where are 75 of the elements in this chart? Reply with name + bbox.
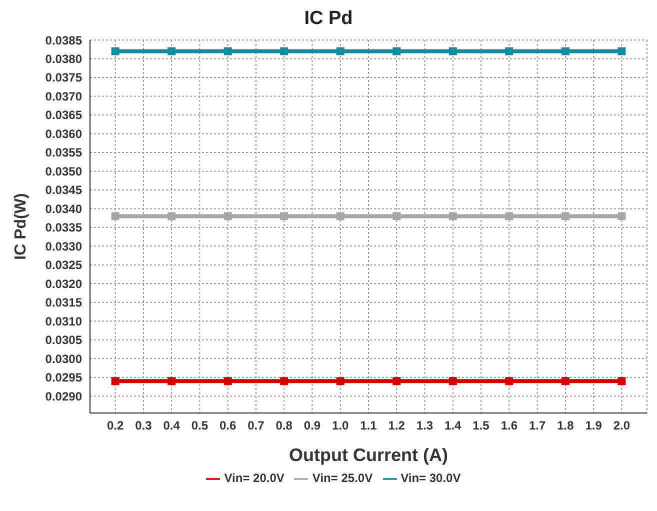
x-tick-label: 1.4 — [444, 418, 462, 433]
point — [280, 377, 288, 386]
x-tick-label: 1.1 — [360, 418, 378, 433]
chart-title: IC Pd — [303, 8, 354, 31]
point — [392, 47, 401, 56]
x-tick-label: 0.7 — [248, 418, 265, 433]
point — [224, 212, 232, 220]
point — [336, 47, 344, 56]
point — [336, 212, 344, 220]
point — [561, 377, 570, 386]
x-tick-label: 0.5 — [191, 418, 208, 433]
x-tick-label: 1.2 — [388, 418, 406, 433]
point — [168, 47, 176, 56]
point — [505, 212, 514, 220]
point — [561, 47, 570, 56]
point — [618, 47, 626, 56]
point — [392, 212, 401, 220]
y-tick-label: 0.0330 — [45, 239, 82, 254]
x-tick-label: 0.9 — [304, 418, 321, 433]
x-tick-label: 1.7 — [528, 418, 546, 433]
y-tick-label: 0.0385 — [45, 33, 82, 48]
point — [111, 212, 120, 220]
x-tick-label: 1.6 — [500, 418, 518, 433]
x-tick-label: 1.0 — [332, 418, 350, 433]
point — [448, 212, 457, 220]
point — [392, 377, 401, 386]
point — [168, 212, 176, 220]
y-tick-label: 0.0350 — [45, 164, 82, 178]
x-tick-label: 0.8 — [276, 418, 293, 433]
point — [561, 212, 570, 220]
y-tick-label: 0.0335 — [45, 220, 82, 235]
y-tick-label: 0.0360 — [45, 126, 82, 141]
x-tick-label: 0.2 — [106, 418, 124, 433]
x-tick-label: 1.5 — [472, 418, 490, 433]
y-tick-label: 0.0305 — [45, 333, 82, 348]
point — [111, 377, 120, 386]
y-tick-label: 0.0340 — [45, 202, 82, 216]
point — [336, 377, 344, 386]
x-tick-label: 2.0 — [613, 418, 630, 433]
point — [224, 47, 232, 56]
point — [224, 377, 232, 386]
y-axis-title: IC Pd(W) — [12, 193, 30, 260]
x-tick-label: 1.8 — [557, 418, 574, 433]
y-tick-label: 0.0325 — [45, 258, 82, 272]
y-tick-label: 0.0345 — [45, 183, 82, 198]
y-tick-label: 0.0315 — [45, 296, 82, 310]
legend-label: Vin= 25.0V — [312, 471, 373, 485]
x-axis-title: Output Current (A) — [289, 445, 448, 465]
y-tick-label: 0.0365 — [45, 108, 82, 122]
x-tick-label: 1.3 — [416, 418, 434, 433]
point — [618, 212, 626, 220]
y-tick-label: 0.0310 — [45, 314, 82, 328]
y-tick-label: 0.0290 — [45, 389, 82, 404]
point — [505, 47, 514, 56]
legend-label: Vin= 30.0V — [400, 471, 461, 485]
y-tick-label: 0.0295 — [45, 370, 82, 385]
y-tick-label: 0.0320 — [45, 276, 82, 291]
y-tick-label: 0.0300 — [45, 352, 82, 366]
y-tick-label: 0.0375 — [45, 70, 82, 85]
x-tick-label: 0.3 — [135, 418, 152, 433]
point — [448, 377, 457, 386]
point — [111, 47, 120, 56]
x-tick-label: 0.6 — [220, 418, 237, 433]
point — [618, 377, 626, 386]
y-tick-label: 0.0370 — [45, 89, 82, 104]
point — [280, 47, 288, 56]
point — [505, 377, 514, 386]
x-tick-label: 0.4 — [163, 418, 180, 433]
point — [280, 212, 288, 220]
point — [168, 377, 176, 386]
x-tick-label: 1.9 — [585, 418, 602, 433]
point — [448, 47, 457, 56]
legend-label: Vin= 20.0V — [224, 471, 284, 485]
y-tick-label: 0.0380 — [45, 52, 82, 66]
y-tick-label: 0.0355 — [45, 146, 82, 160]
